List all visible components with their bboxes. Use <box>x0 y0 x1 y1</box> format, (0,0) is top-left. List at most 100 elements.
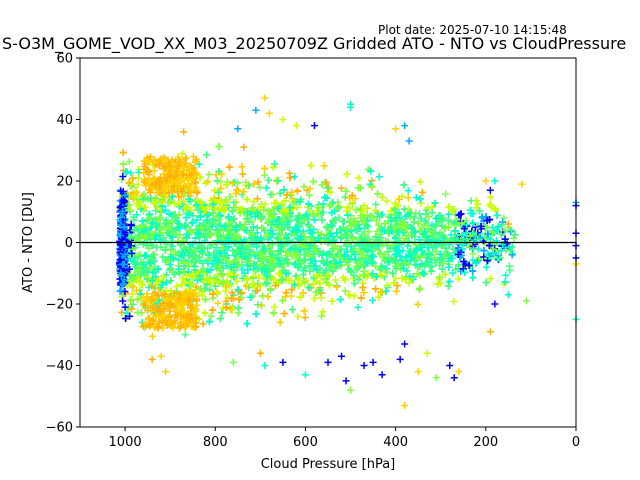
data-point <box>339 218 347 226</box>
data-point <box>393 282 401 290</box>
data-point <box>417 215 425 223</box>
data-point <box>400 264 408 272</box>
data-point <box>391 274 399 282</box>
data-point <box>348 199 356 207</box>
data-point <box>341 287 349 295</box>
data-point <box>319 200 327 208</box>
data-point <box>342 187 350 195</box>
data-point <box>400 227 408 235</box>
data-point <box>243 320 251 328</box>
data-point <box>258 302 266 310</box>
data-point <box>458 219 466 227</box>
data-point <box>400 181 408 189</box>
data-point <box>335 214 343 222</box>
data-point <box>269 309 277 317</box>
data-point <box>266 266 274 274</box>
data-point <box>264 219 272 227</box>
data-point <box>218 309 226 317</box>
data-point <box>149 269 157 277</box>
data-point <box>288 306 296 314</box>
data-point <box>157 284 165 292</box>
data-point <box>447 231 455 239</box>
data-point <box>416 195 424 203</box>
data-point <box>325 272 333 280</box>
data-point <box>341 193 349 201</box>
data-point <box>416 178 424 186</box>
data-point <box>231 203 239 211</box>
data-point <box>414 300 422 308</box>
data-point <box>291 243 299 251</box>
data-point <box>243 195 251 203</box>
data-point <box>461 268 469 276</box>
data-point <box>449 269 457 277</box>
data-point <box>145 283 153 291</box>
data-point <box>261 200 269 208</box>
data-point <box>383 268 391 276</box>
data-point <box>383 197 391 205</box>
data-point <box>479 217 487 225</box>
data-point <box>286 174 294 182</box>
data-point <box>347 268 355 276</box>
data-points <box>116 94 580 409</box>
data-point <box>128 290 136 298</box>
data-point <box>472 197 480 205</box>
data-point <box>276 189 284 197</box>
data-point <box>274 177 282 185</box>
data-point <box>171 248 179 256</box>
data-point <box>309 247 317 255</box>
data-point <box>130 216 138 224</box>
data-point <box>150 199 158 207</box>
data-point <box>307 233 315 241</box>
data-point <box>224 213 232 221</box>
data-point <box>373 227 381 235</box>
data-point <box>152 273 160 281</box>
data-point <box>284 211 292 219</box>
data-point <box>319 308 327 316</box>
data-point <box>300 183 308 191</box>
data-point <box>449 245 457 253</box>
data-point <box>264 176 272 184</box>
data-point <box>482 233 490 241</box>
data-point <box>387 223 395 231</box>
data-point <box>243 275 251 283</box>
data-point <box>460 225 468 233</box>
data-point <box>348 191 356 199</box>
data-point <box>486 193 494 201</box>
data-point <box>223 293 231 301</box>
data-point <box>462 229 470 237</box>
data-point <box>126 207 134 215</box>
data-point <box>256 184 264 192</box>
data-point <box>344 211 352 219</box>
data-point <box>216 315 224 323</box>
data-point <box>138 217 146 225</box>
data-point <box>276 318 284 326</box>
data-point <box>216 221 224 229</box>
data-point <box>127 169 135 177</box>
data-point <box>506 266 514 274</box>
data-point <box>230 198 238 206</box>
data-point <box>354 276 362 284</box>
data-point <box>436 273 444 281</box>
data-point <box>438 265 446 273</box>
data-point <box>307 162 315 170</box>
data-point <box>119 148 127 156</box>
data-point <box>336 295 344 303</box>
data-point <box>134 181 142 189</box>
data-point <box>450 297 458 305</box>
data-point <box>328 297 336 305</box>
data-point <box>252 268 260 276</box>
data-point <box>269 163 277 171</box>
data-point <box>132 261 140 269</box>
data-point <box>209 209 217 217</box>
data-point <box>205 251 213 259</box>
data-point <box>372 285 380 293</box>
data-point <box>480 253 488 261</box>
data-point <box>345 291 353 299</box>
data-point <box>294 313 302 321</box>
data-point <box>162 279 170 287</box>
data-point <box>469 274 477 282</box>
data-point <box>404 187 412 195</box>
data-point <box>261 171 269 179</box>
data-point <box>238 163 246 171</box>
data-point <box>283 191 291 199</box>
